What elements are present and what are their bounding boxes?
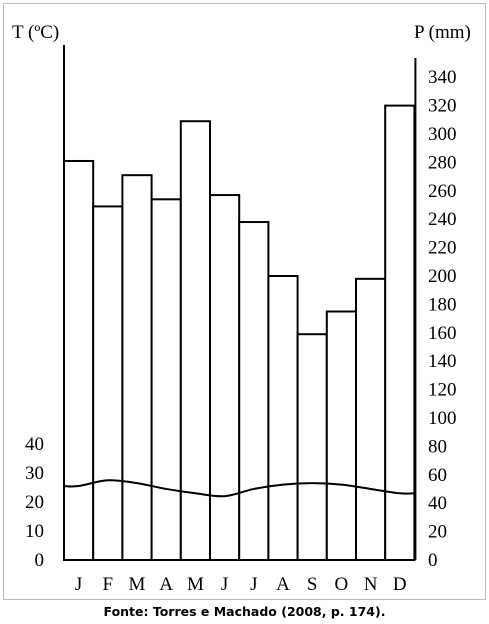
right-tick-label: 180 — [428, 294, 457, 315]
precip-bar-3 — [121, 174, 153, 561]
right-tick-label: 0 — [428, 550, 438, 571]
left-tick-label: 20 — [25, 492, 44, 513]
left-tick-label: 0 — [35, 550, 45, 571]
precip-bar-5 — [179, 120, 212, 561]
precip-bar-10 — [325, 310, 357, 561]
climate-chart: T (ºC) P (mm) 0 10 20 30 40 0 20 40 60 80 100 120 1… — [12, 22, 471, 595]
precip-bar-4 — [150, 198, 182, 561]
month-label: M — [187, 574, 204, 595]
month-label: O — [335, 574, 349, 595]
source-caption: Fonte: Torres e Machado (2008, p. 174). — [103, 604, 386, 619]
right-tick-label: 320 — [428, 96, 457, 117]
right-tick-label: 300 — [428, 124, 457, 145]
precip-bar-9 — [296, 333, 328, 561]
right-tick-label: 240 — [428, 209, 457, 230]
right-tick-label: 60 — [428, 465, 447, 486]
right-tick-label: 280 — [428, 152, 457, 173]
figure-frame — [3, 3, 486, 600]
month-label: S — [307, 574, 318, 595]
left-tick-label: 40 — [25, 434, 44, 455]
precip-bar-2 — [92, 205, 124, 561]
right-axis-title: P (mm) — [414, 22, 471, 43]
right-tick-label: 140 — [428, 351, 457, 372]
month-label: F — [103, 574, 114, 595]
right-tick-label: 260 — [428, 181, 457, 202]
right-tick-label: 80 — [428, 436, 447, 457]
right-tick-label: 200 — [428, 266, 457, 287]
precip-bar-6 — [209, 194, 241, 561]
month-label: A — [276, 574, 290, 595]
month-label: J — [221, 574, 228, 595]
right-tick-label: 340 — [428, 67, 457, 88]
precip-bar-8 — [267, 275, 299, 561]
left-tick-label: 10 — [25, 521, 44, 542]
left-tick-label: 30 — [25, 463, 44, 484]
month-label: A — [159, 574, 173, 595]
right-tick-label: 160 — [428, 323, 457, 344]
month-label: J — [250, 574, 257, 595]
temperature-line — [63, 479, 416, 498]
precip-bar-7 — [238, 221, 270, 561]
left-axis-title: T (ºC) — [12, 22, 59, 43]
right-tick-label: 220 — [428, 238, 457, 259]
month-label: N — [364, 574, 378, 595]
month-label: J — [75, 574, 82, 595]
right-tick-label: 40 — [428, 493, 447, 514]
precip-bar-1 — [63, 159, 95, 561]
month-label: M — [129, 574, 146, 595]
right-tick-label: 20 — [428, 522, 447, 543]
right-tick-label: 120 — [428, 380, 457, 401]
precip-bar-12 — [384, 104, 416, 561]
precip-bar-11 — [355, 277, 387, 561]
right-tick-label: 100 — [428, 408, 457, 429]
month-label: D — [393, 574, 407, 595]
